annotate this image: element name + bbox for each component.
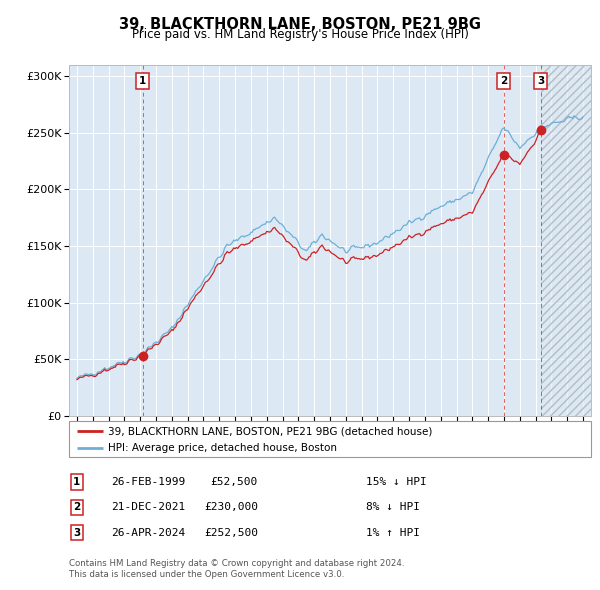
Text: 3: 3 [73, 528, 80, 537]
Text: 1: 1 [139, 76, 146, 86]
Text: 2: 2 [73, 503, 80, 512]
Text: £252,500: £252,500 [204, 528, 258, 537]
Text: 2: 2 [500, 76, 507, 86]
Text: 1: 1 [73, 477, 80, 487]
Bar [541, 65, 591, 416]
Text: 21-DEC-2021: 21-DEC-2021 [111, 503, 185, 512]
Text: HPI: Average price, detached house, Boston: HPI: Average price, detached house, Bost… [108, 444, 337, 454]
Text: Contains HM Land Registry data © Crown copyright and database right 2024.: Contains HM Land Registry data © Crown c… [69, 559, 404, 568]
Text: 1% ↑ HPI: 1% ↑ HPI [366, 528, 420, 537]
Text: 26-APR-2024: 26-APR-2024 [111, 528, 185, 537]
Text: 26-FEB-1999: 26-FEB-1999 [111, 477, 185, 487]
Text: 39, BLACKTHORN LANE, BOSTON, PE21 9BG (detached house): 39, BLACKTHORN LANE, BOSTON, PE21 9BG (d… [108, 427, 433, 437]
Text: 8% ↓ HPI: 8% ↓ HPI [366, 503, 420, 512]
Text: This data is licensed under the Open Government Licence v3.0.: This data is licensed under the Open Gov… [69, 571, 344, 579]
Text: Price paid vs. HM Land Registry's House Price Index (HPI): Price paid vs. HM Land Registry's House … [131, 28, 469, 41]
Text: £52,500: £52,500 [211, 477, 258, 487]
Bar [541, 65, 591, 416]
Text: £230,000: £230,000 [204, 503, 258, 512]
Text: 3: 3 [537, 76, 544, 86]
Text: 15% ↓ HPI: 15% ↓ HPI [366, 477, 427, 487]
Text: 39, BLACKTHORN LANE, BOSTON, PE21 9BG: 39, BLACKTHORN LANE, BOSTON, PE21 9BG [119, 17, 481, 31]
